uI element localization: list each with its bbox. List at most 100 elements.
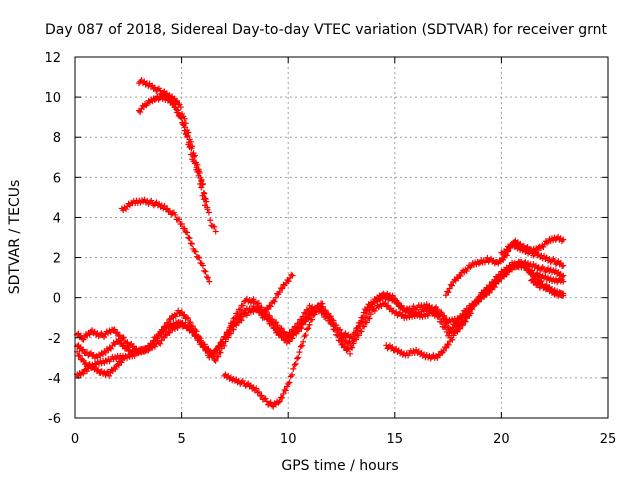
data-point <box>253 385 260 392</box>
data-point <box>290 331 297 338</box>
data-point <box>119 355 126 362</box>
data-point <box>465 306 472 313</box>
data-point <box>389 344 396 351</box>
data-point <box>243 295 250 302</box>
data-point <box>95 366 102 373</box>
data-point <box>267 303 274 310</box>
data-point <box>122 206 129 213</box>
data-point <box>442 324 449 331</box>
data-point <box>211 356 218 363</box>
data-point <box>431 312 438 319</box>
data-point <box>262 395 269 402</box>
data-point <box>503 252 510 259</box>
data-point <box>105 330 112 337</box>
data-point <box>203 274 210 281</box>
x-tick-label: 25 <box>600 432 617 447</box>
data-point <box>255 388 262 395</box>
y-tick-label: 10 <box>44 91 61 106</box>
data-point <box>430 352 437 359</box>
data-point <box>289 371 296 378</box>
data-point <box>113 356 120 363</box>
data-point <box>129 349 136 356</box>
data-point <box>303 315 310 322</box>
data-point <box>86 361 93 368</box>
data-point <box>302 332 309 339</box>
data-point <box>274 322 281 329</box>
data-point <box>192 248 199 255</box>
data-series-s7 <box>74 261 567 364</box>
data-point <box>211 223 218 230</box>
data-point <box>286 338 293 345</box>
data-point <box>106 372 113 379</box>
data-point <box>137 109 144 116</box>
data-point <box>187 325 194 332</box>
data-point <box>295 324 302 331</box>
y-tick-label: 6 <box>53 171 61 186</box>
data-point <box>279 285 286 292</box>
y-tick-label: 8 <box>53 131 61 146</box>
data-point <box>157 340 164 347</box>
data-point <box>535 279 542 286</box>
data-point <box>560 262 567 269</box>
data-point <box>453 328 460 335</box>
data-series-s9 <box>221 300 326 410</box>
data-point <box>443 329 450 336</box>
data-point <box>198 337 205 344</box>
data-point <box>358 328 365 335</box>
data-point <box>102 331 109 338</box>
y-tick-label: 2 <box>53 252 61 267</box>
data-point <box>349 335 356 342</box>
data-point <box>205 209 212 216</box>
data-point <box>154 93 161 100</box>
data-point <box>202 196 209 203</box>
y-tick-label: -6 <box>48 412 61 427</box>
data-point <box>355 332 362 339</box>
data-point <box>118 359 125 366</box>
data-point <box>289 272 296 279</box>
data-point <box>545 265 552 272</box>
data-point <box>227 330 234 337</box>
data-point <box>434 306 441 313</box>
data-point <box>120 207 127 214</box>
data-point <box>172 313 179 320</box>
data-point <box>90 351 97 358</box>
data-point <box>423 351 430 358</box>
data-point <box>172 211 179 218</box>
data-point <box>351 331 358 338</box>
data-point <box>495 278 502 285</box>
data-point <box>107 345 114 352</box>
data-point <box>298 321 305 328</box>
data-point <box>101 334 108 341</box>
data-point <box>280 390 287 397</box>
data-point <box>192 160 199 167</box>
data-point <box>201 190 208 197</box>
data-point <box>204 204 211 211</box>
data-point <box>86 331 93 338</box>
data-point <box>259 314 266 321</box>
x-tick-label: 15 <box>387 432 404 447</box>
data-point <box>281 328 288 335</box>
data-point <box>201 341 208 348</box>
data-point <box>80 346 87 353</box>
data-point <box>449 282 456 289</box>
data-point <box>363 319 370 326</box>
data-point <box>212 357 219 364</box>
data-point <box>271 298 278 305</box>
data-point <box>202 268 209 275</box>
data-point <box>475 260 482 267</box>
data-point <box>291 361 298 368</box>
data-point <box>207 349 214 356</box>
data-point <box>333 322 340 329</box>
data-point <box>449 336 456 343</box>
data-point <box>371 307 378 314</box>
data-series-s8 <box>74 348 128 379</box>
data-point <box>261 310 268 317</box>
data-point <box>177 113 184 120</box>
data-point <box>560 292 567 299</box>
data-point <box>359 318 366 325</box>
data-point <box>217 349 224 356</box>
data-point <box>502 249 509 256</box>
data-point <box>357 323 364 330</box>
x-tick-label: 20 <box>493 432 510 447</box>
data-point <box>221 342 228 349</box>
